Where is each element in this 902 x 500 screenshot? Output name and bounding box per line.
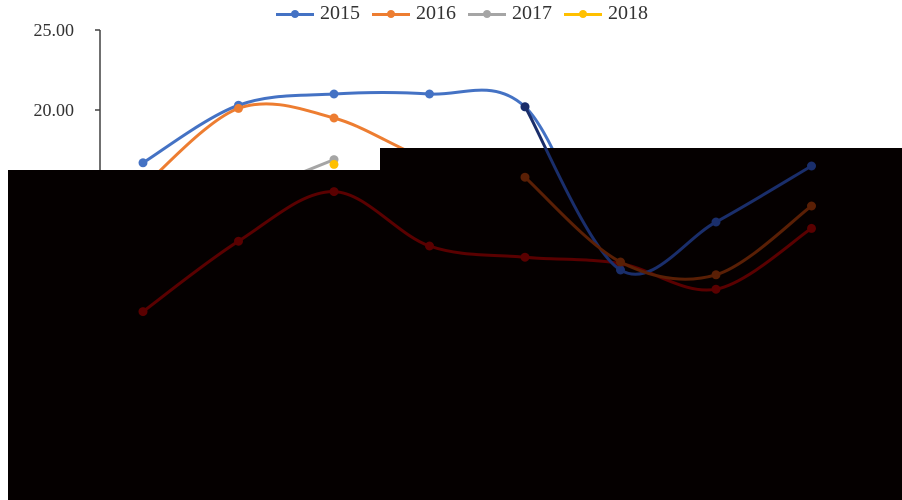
legend-label: 2018 <box>608 2 648 24</box>
legend-swatch-icon <box>564 9 602 19</box>
data-point <box>329 159 339 169</box>
data-point <box>329 113 339 123</box>
legend-item: 2016 <box>372 2 456 25</box>
data-point <box>425 89 434 99</box>
data-point <box>329 89 339 99</box>
data-point <box>138 158 148 168</box>
legend: 2015 2016 2017 2018 <box>276 2 648 25</box>
series-2018 <box>329 159 339 169</box>
legend-swatch-icon <box>372 9 410 19</box>
y-tick-label: 25.00 <box>34 20 75 40</box>
legend-label: 2015 <box>320 2 360 24</box>
legend-swatch-icon <box>468 9 506 19</box>
legend-item: 2017 <box>468 2 552 25</box>
black-block-right <box>380 148 902 500</box>
black-block-left <box>8 170 406 500</box>
data-point <box>520 102 530 112</box>
legend-swatch-icon <box>276 9 314 19</box>
legend-item: 2015 <box>276 2 360 25</box>
legend-item: 2018 <box>564 2 648 25</box>
data-point <box>234 103 243 113</box>
legend-label: 2017 <box>512 2 552 24</box>
legend-label: 2016 <box>416 2 456 24</box>
y-tick-label: 20.00 <box>34 100 75 120</box>
